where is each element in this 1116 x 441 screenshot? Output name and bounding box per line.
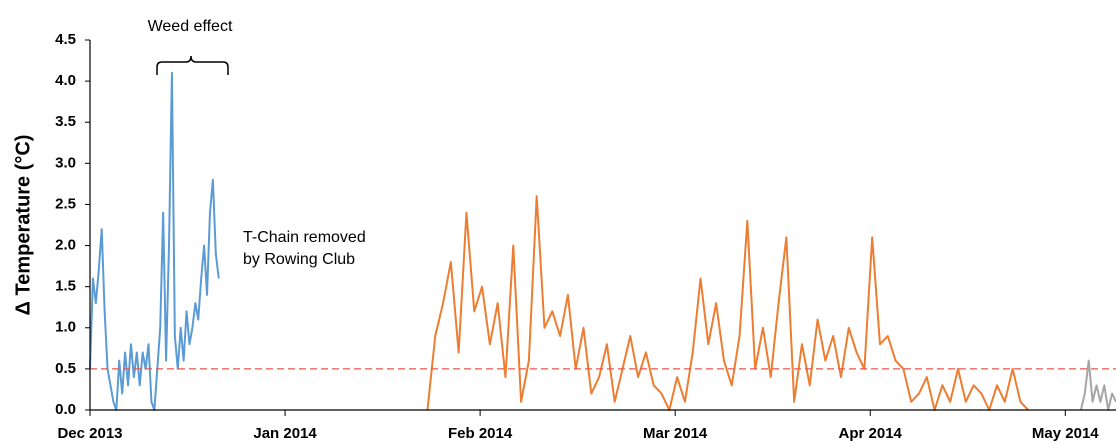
- y-tick-label: 1.0: [55, 319, 76, 336]
- x-tick-label: Feb 2014: [448, 425, 513, 441]
- y-tick-label: 3.5: [55, 113, 76, 130]
- x-tick-label: May 2014: [1032, 425, 1099, 441]
- annotation: Weed effect: [148, 18, 233, 35]
- x-tick-label: Mar 2014: [643, 425, 708, 441]
- y-tick-label: 1.5: [55, 278, 76, 295]
- annotation: T-Chain removed: [243, 229, 366, 246]
- y-tick-label: 2.0: [55, 237, 76, 254]
- x-tick-label: Dec 2013: [57, 425, 122, 441]
- annotation: by Rowing Club: [243, 251, 355, 268]
- y-tick-label: 4.5: [55, 31, 76, 48]
- y-axis-label: Δ Temperature (°C): [12, 135, 34, 316]
- y-tick-label: 0.0: [55, 401, 76, 418]
- brace: [156, 55, 229, 75]
- x-tick-label: Apr 2014: [839, 425, 903, 441]
- data-line: [1079, 359, 1116, 411]
- y-tick-label: 3.0: [55, 154, 76, 171]
- y-tick-label: 4.0: [55, 72, 76, 89]
- data-line: [89, 71, 220, 411]
- y-tick-label: 0.5: [55, 360, 76, 377]
- x-tick-label: Jan 2014: [253, 425, 317, 441]
- data-line: [426, 195, 1029, 411]
- y-tick-label: 2.5: [55, 195, 76, 212]
